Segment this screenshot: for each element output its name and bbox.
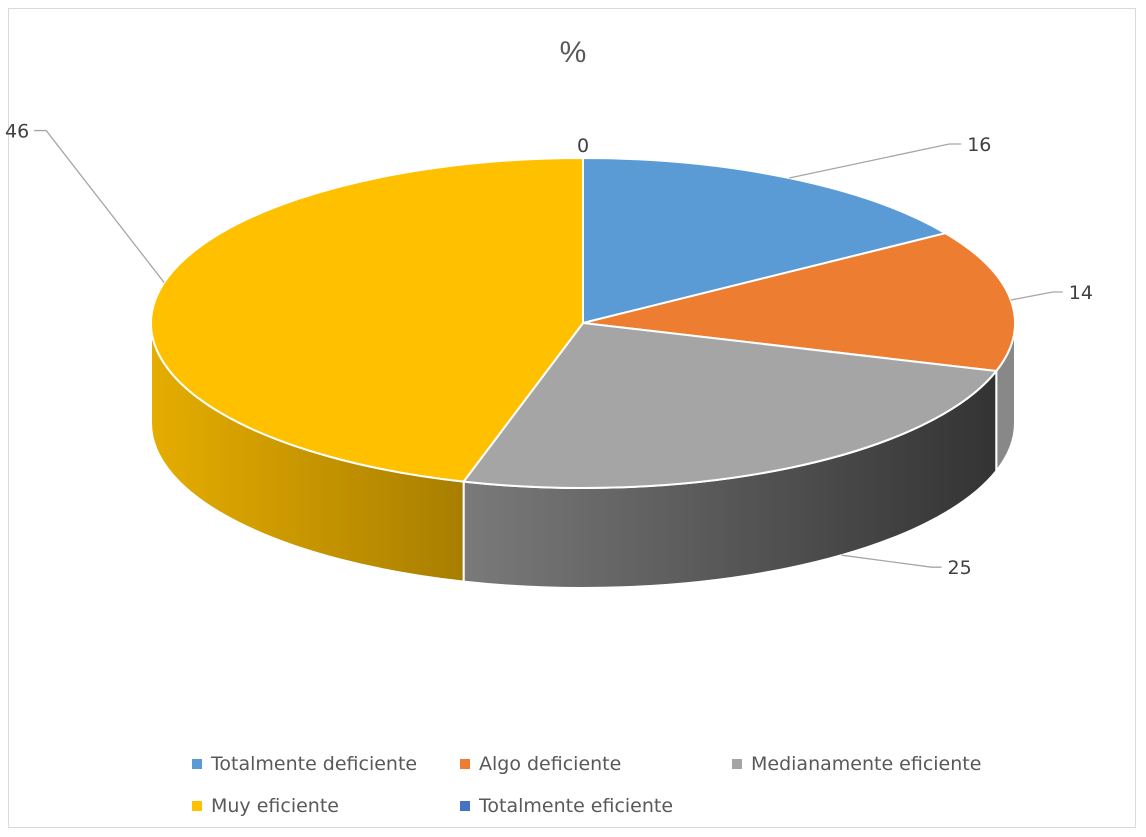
legend-swatch: [460, 759, 470, 769]
legend-label: Totalmente deficiente: [211, 753, 418, 775]
legend-swatch: [732, 759, 742, 769]
leader-line-muy-eficiente: [34, 129, 165, 283]
legend-label: Totalmente eficiente: [479, 795, 674, 817]
legend-item-muy-eficiente: Muy eficiente: [192, 795, 339, 817]
legend-label: Muy eficiente: [211, 795, 339, 817]
legend-item-totalmente-deficiente: Totalmente deficiente: [192, 753, 417, 775]
legend-label: Algo deficiente: [479, 753, 622, 775]
legend: Totalmente deficiente Algo deficiente Me…: [0, 753, 1146, 783]
data-label-totalmente-deficiente: 16: [967, 134, 991, 156]
pie-slice-totalmente-deficiente: [582, 157, 947, 324]
data-label-algo-deficiente: 14: [1069, 282, 1093, 304]
data-label-totalmente-eficiente: 0: [577, 135, 589, 157]
pie-slice-medianamente-eficiente: [462, 322, 998, 490]
leader-line-algo-deficiente: [1010, 291, 1063, 301]
leader-line-medianamente-eficiente: [841, 554, 942, 568]
legend-row-2: Muy eficiente Totalmente eficiente: [0, 795, 1146, 825]
pie-slice-muy-eficiente: [150, 157, 584, 483]
chart-title: %: [559, 36, 587, 69]
leader-line-totalmente-deficiente: [789, 143, 962, 179]
legend-swatch: [460, 801, 470, 811]
legend-swatch: [192, 801, 202, 811]
data-label-muy-eficiente: 46: [5, 121, 29, 143]
data-label-medianamente-eficiente: 25: [948, 557, 972, 579]
legend-item-algo-deficiente: Algo deficiente: [460, 753, 621, 775]
legend-label: Medianamente eficiente: [751, 753, 982, 775]
legend-swatch: [192, 759, 202, 769]
legend-item-totalmente-eficiente: Totalmente eficiente: [460, 795, 673, 817]
legend-item-medianamente-eficiente: Medianamente eficiente: [732, 753, 981, 775]
